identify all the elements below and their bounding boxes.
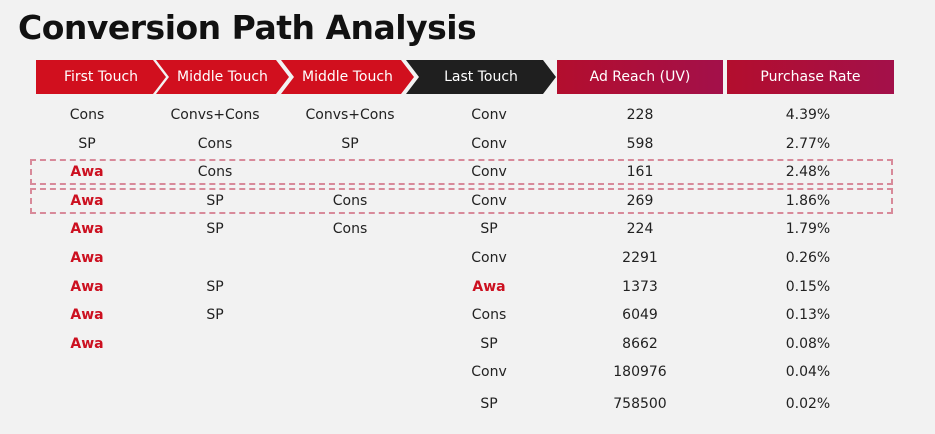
cell-last: Conv (471, 164, 507, 181)
cell-last: Awa (472, 278, 506, 295)
cell-mid1: Cons (197, 135, 233, 152)
cell-rate: 0.26% (785, 249, 831, 266)
cell-mid1: SP (206, 192, 224, 209)
page-title: Conversion Path Analysis (18, 8, 477, 47)
header-last-touch-label: Last Touch (444, 69, 518, 85)
cell-reach: 2291 (622, 249, 658, 266)
conversion-path-table: Cons Convs+Cons Convs+Cons Conv 228 4.39% SP Co… (0, 101, 935, 424)
cell-mid1: Cons (197, 164, 233, 181)
cell-reach: 6049 (622, 307, 658, 324)
cell-first: Awa (70, 278, 104, 295)
table-row: Awa SP 8662 0.08% (0, 330, 935, 359)
cell-first: Awa (70, 307, 104, 324)
cell-rate: 0.13% (785, 307, 831, 324)
header-ad-reach-label: Ad Reach (UV) (589, 69, 691, 85)
row-highlight-box (30, 187, 893, 214)
table-row: Awa Cons Conv 161 2.48% (0, 158, 935, 187)
header-purchase-rate: Purchase Rate (727, 60, 894, 94)
table-row: SP 758500 0.02% (0, 390, 935, 424)
cell-reach: 598 (626, 135, 654, 152)
cell-first: Awa (70, 192, 104, 209)
cell-first: Awa (70, 164, 104, 181)
cell-mid2: Cons (332, 221, 368, 238)
cell-reach: 758500 (613, 396, 667, 413)
cell-mid1: SP (206, 307, 224, 324)
table-row: Awa SP Cons 6049 0.13% (0, 301, 935, 330)
cell-last: SP (480, 335, 498, 352)
cell-rate: 2.48% (785, 164, 831, 181)
cell-reach: 8662 (622, 335, 658, 352)
table-row: Awa SP Awa 1373 0.15% (0, 273, 935, 302)
header-purchase-rate-label: Purchase Rate (760, 69, 861, 85)
cell-reach: 1373 (622, 278, 658, 295)
cell-rate: 4.39% (785, 107, 831, 123)
header-middle-touch-2: Middle Touch (281, 60, 414, 94)
table-row: SP Cons SP Conv 598 2.77% (0, 130, 935, 159)
cell-first: Awa (70, 335, 104, 352)
cell-reach: 180976 (613, 364, 667, 381)
header-middle-touch-1-label: Middle Touch (177, 69, 268, 85)
header-middle-touch-2-label: Middle Touch (302, 69, 393, 85)
cell-rate: 1.86% (785, 192, 831, 209)
header-ad-reach: Ad Reach (UV) (557, 60, 723, 94)
table-row: Conv 180976 0.04% (0, 358, 935, 390)
header-middle-touch-1: Middle Touch (156, 60, 289, 94)
cell-last: Cons (471, 307, 507, 324)
cell-last: SP (480, 396, 498, 413)
cell-mid1: SP (206, 221, 224, 238)
cell-mid2: Convs+Cons (305, 107, 395, 123)
row-highlight-box (30, 159, 893, 186)
cell-rate: 0.08% (785, 335, 831, 352)
cell-mid1: SP (206, 278, 224, 295)
cell-rate: 2.77% (785, 135, 831, 152)
table-row: Awa SP Cons Conv 269 1.86% (0, 187, 935, 216)
cell-mid2: Cons (332, 192, 368, 209)
cell-reach: 269 (626, 192, 654, 209)
table-row: Awa Conv 2291 0.26% (0, 244, 935, 273)
cell-mid2: SP (341, 135, 359, 152)
header-first-touch-label: First Touch (63, 69, 139, 85)
cell-first: SP (78, 135, 96, 152)
cell-last: Conv (471, 364, 507, 381)
cell-rate: 0.15% (785, 278, 831, 295)
cell-last: Conv (471, 107, 507, 123)
cell-rate: 0.04% (785, 364, 831, 381)
cell-reach: 161 (626, 164, 654, 181)
header-last-touch: Last Touch (406, 60, 556, 94)
cell-rate: 1.79% (785, 221, 831, 238)
header-first-touch: First Touch (36, 60, 166, 94)
cell-first: Awa (70, 221, 104, 238)
table-row: Awa SP Cons SP 224 1.79% (0, 215, 935, 244)
cell-last: Conv (471, 249, 507, 266)
cell-last: SP (480, 221, 498, 238)
cell-first: Awa (70, 249, 104, 266)
cell-reach: 224 (626, 221, 654, 238)
cell-last: Conv (471, 192, 507, 209)
cell-reach: 228 (626, 107, 654, 123)
cell-mid1: Convs+Cons (170, 107, 260, 123)
table-row: Cons Convs+Cons Convs+Cons Conv 228 4.39% (0, 101, 935, 130)
cell-first: Cons (69, 107, 105, 123)
cell-last: Conv (471, 135, 507, 152)
cell-rate: 0.02% (785, 396, 831, 413)
